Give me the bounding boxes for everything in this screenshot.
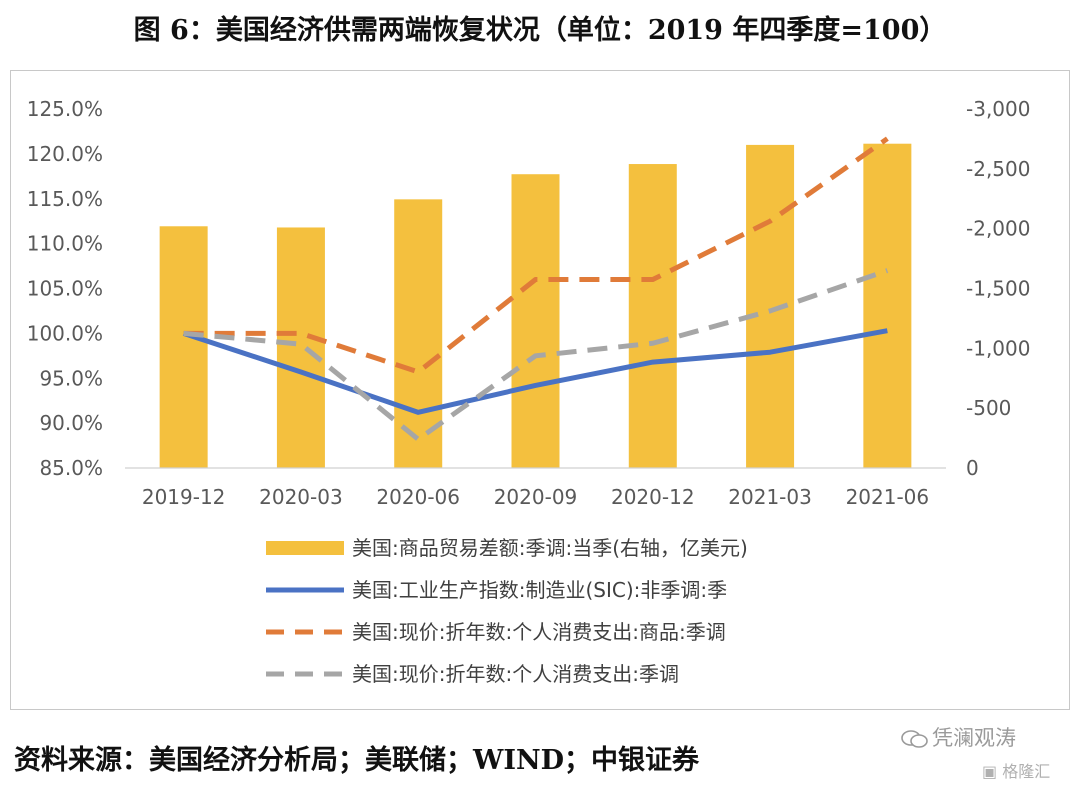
x-tick-label: 2020-12 (611, 485, 695, 509)
series-line (182, 328, 888, 415)
y-right-tick-label: -1,000 (966, 336, 1030, 360)
y-left-tick-label: 95.0% (39, 366, 103, 390)
bar (159, 226, 208, 468)
bar (511, 174, 560, 468)
chart-title: 图 6：美国经济供需两端恢复状况（单位：2019 年四季度=100） (133, 15, 947, 46)
y-right-tick-label: -2,000 (966, 217, 1030, 241)
legend-swatch (266, 541, 344, 555)
x-tick-label: 2020-09 (494, 485, 578, 509)
x-tick-label: 2021-03 (728, 485, 812, 509)
series-line (183, 136, 889, 375)
x-tick-label: 2019-12 (142, 485, 226, 509)
y-left-tick-label: 90.0% (39, 411, 103, 435)
x-tick-label: 2020-06 (376, 485, 460, 509)
y-left-tick-label: 100.0% (27, 321, 103, 345)
y-right-tick-label: 0 (966, 456, 979, 480)
y-left-tick-label: 115.0% (27, 187, 103, 211)
source-note: 资料来源：美国经济分析局；美联储；WIND；中银证券 (14, 745, 700, 776)
series-line (183, 268, 889, 442)
bar (394, 199, 443, 468)
chart-svg: 85.0% 90.0% 95.0% 100.0% 105.0% 110.0% 115.0% 1… (27, 97, 1031, 686)
y-left-tick-label: 120.0% (27, 142, 103, 166)
chart-panel: 85.0% 90.0% 95.0% 100.0% 105.0% 110.0% 115.0% 1… (10, 70, 1070, 710)
y-right-tick-label: -1,500 (966, 277, 1030, 301)
x-tick-label: 2020-03 (259, 485, 343, 509)
watermark-text: 凭澜观涛 (932, 726, 1016, 750)
legend-label: 美国:现价:折年数:个人消费支出:商品:季调 (352, 620, 726, 644)
x-tick-label: 2021-06 (846, 485, 930, 509)
y-left-tick-label: 85.0% (39, 456, 103, 480)
y-right-tick-label: -3,000 (966, 97, 1030, 121)
legend-label: 美国:工业生产指数:制造业(SIC):非季调:季 (352, 578, 727, 602)
legend-label: 美国:商品贸易差额:季调:当季(右轴，亿美元) (352, 536, 748, 560)
watermark-brand-text: 格隆汇 (1002, 762, 1051, 781)
y-right-tick-label: -500 (966, 396, 1011, 420)
watermark: 凭澜观涛 (900, 722, 1016, 752)
y-left-tick-label: 110.0% (27, 232, 103, 256)
brand-logo-icon: ▣ (982, 762, 998, 781)
y-left-tick-label: 105.0% (27, 277, 103, 301)
bar (863, 143, 912, 468)
watermark-brand: ▣ 格隆汇 (982, 758, 1050, 782)
y-right-tick-label: -2,500 (966, 157, 1030, 181)
bar (628, 164, 677, 468)
y-left-tick-label: 125.0% (27, 97, 103, 121)
legend-label: 美国:现价:折年数:个人消费支出:季调 (352, 662, 679, 686)
wechat-icon (901, 730, 928, 748)
bar (276, 227, 325, 468)
